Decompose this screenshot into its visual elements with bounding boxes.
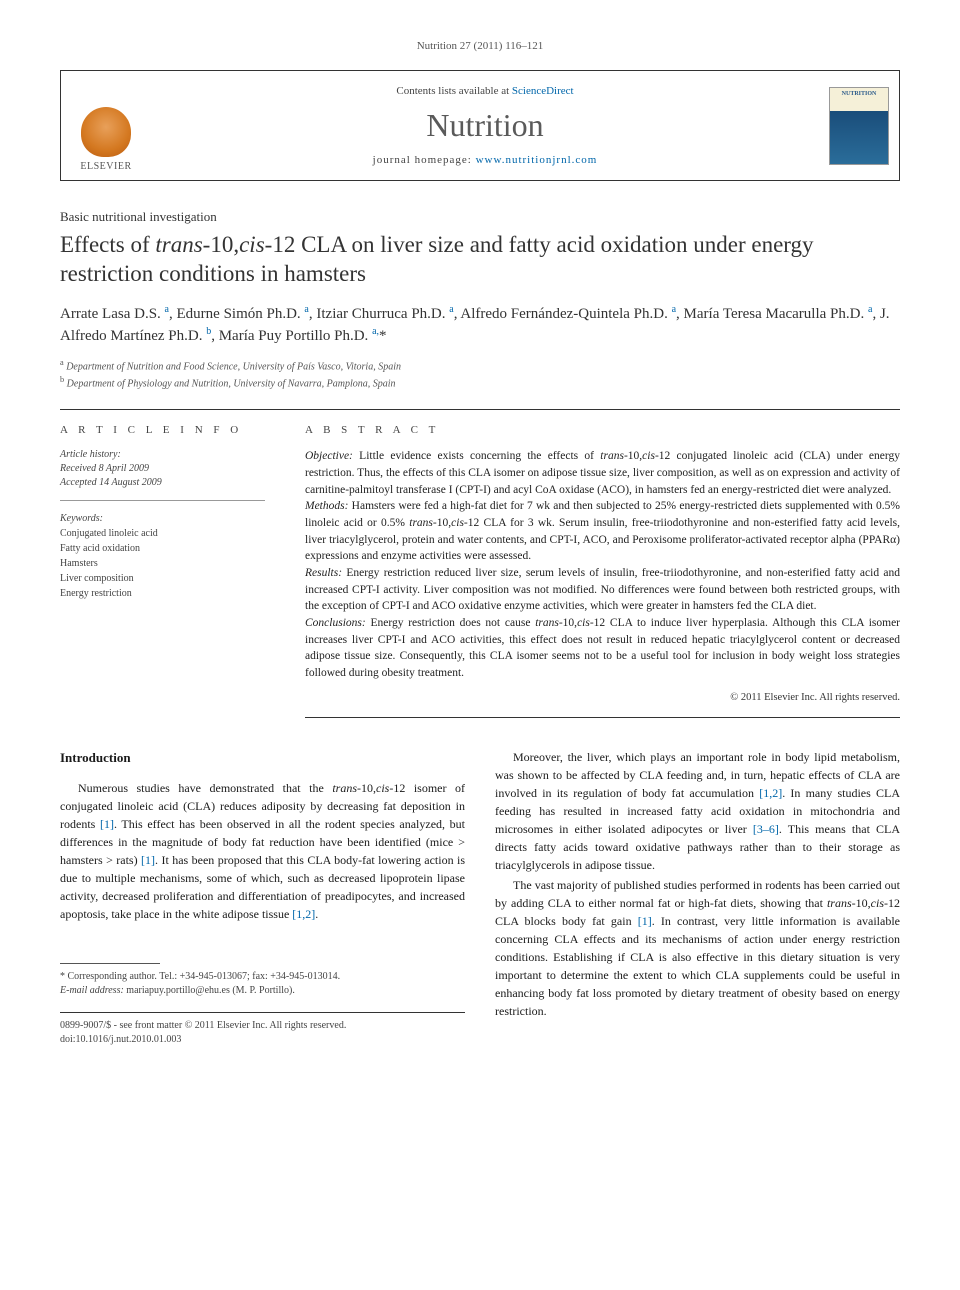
meta-row: A R T I C L E I N F O Article history: R… xyxy=(60,409,900,718)
affil-text-b: Department of Physiology and Nutrition, … xyxy=(67,378,396,389)
footnote-email-label: E-mail address: xyxy=(60,985,124,996)
objective-label: Objective: xyxy=(305,450,353,462)
article-history: Article history: Received 8 April 2009 A… xyxy=(60,448,265,501)
keyword-2: Hamsters xyxy=(60,556,265,571)
methods-text: Hamsters were fed a high-fat diet for 7 … xyxy=(305,500,900,562)
history-received: Received 8 April 2009 xyxy=(60,462,265,476)
footer-line2: doi:10.1016/j.nut.2010.01.003 xyxy=(60,1033,465,1047)
affiliation-a: a Department of Nutrition and Food Scien… xyxy=(60,357,900,374)
contents-available: Contents lists available at ScienceDirec… xyxy=(396,85,573,97)
homepage-prefix: journal homepage: xyxy=(373,154,476,166)
column-right: Moreover, the liver, which plays an impo… xyxy=(495,748,900,1048)
cover-image xyxy=(829,87,889,165)
affiliation-b: b Department of Physiology and Nutrition… xyxy=(60,374,900,391)
title-mid1: -10, xyxy=(203,232,239,257)
title-ital2: cis xyxy=(239,232,265,257)
journal-cover-thumb xyxy=(819,71,899,180)
footnote-separator xyxy=(60,963,160,964)
intro-p1: Numerous studies have demonstrated that … xyxy=(60,779,465,923)
journal-homepage: journal homepage: www.nutritionjrnl.com xyxy=(373,154,598,166)
title-ital1: trans xyxy=(155,232,202,257)
abstract-body: Objective: Little evidence exists concer… xyxy=(305,448,900,718)
journal-name: Nutrition xyxy=(426,107,543,144)
authors-list: Arrate Lasa D.S. a, Edurne Simón Ph.D. a… xyxy=(60,303,900,347)
col2-p1: Moreover, the liver, which plays an impo… xyxy=(495,748,900,874)
keyword-0: Conjugated linoleic acid xyxy=(60,526,265,541)
conclusions-text: Energy restriction does not cause trans-… xyxy=(305,617,900,679)
sciencedirect-link[interactable]: ScienceDirect xyxy=(512,85,574,97)
journal-header-box: ELSEVIER Contents lists available at Sci… xyxy=(60,70,900,181)
affil-sup-b: b xyxy=(60,375,64,384)
methods-label: Methods: xyxy=(305,500,348,512)
affil-sup-a: a xyxy=(60,358,64,367)
article-title: Effects of trans-10,cis-12 CLA on liver … xyxy=(60,231,900,289)
footer-line1: 0899-9007/$ - see front matter © 2011 El… xyxy=(60,1019,465,1033)
article-info-heading: A R T I C L E I N F O xyxy=(60,424,265,436)
abstract-column: A B S T R A C T Objective: Little eviden… xyxy=(305,424,900,718)
keyword-1: Fatty acid oxidation xyxy=(60,541,265,556)
corresponding-footnote: * Corresponding author. Tel.: +34-945-01… xyxy=(60,970,465,998)
homepage-link[interactable]: www.nutritionjrnl.com xyxy=(476,154,598,166)
column-left: Introduction Numerous studies have demon… xyxy=(60,748,465,1048)
introduction-heading: Introduction xyxy=(60,748,465,768)
publisher-name: ELSEVIER xyxy=(80,161,131,172)
affil-text-a: Department of Nutrition and Food Science… xyxy=(66,361,401,372)
results-label: Results: xyxy=(305,567,342,579)
affiliations: a Department of Nutrition and Food Scien… xyxy=(60,357,900,392)
footnote-email[interactable]: mariapuy.portillo@ehu.es (M. P. Portillo… xyxy=(124,985,295,996)
results-text: Energy restriction reduced liver size, s… xyxy=(305,567,900,612)
abstract-copyright: © 2011 Elsevier Inc. All rights reserved… xyxy=(305,690,900,705)
history-accepted: Accepted 14 August 2009 xyxy=(60,476,265,490)
keyword-3: Liver composition xyxy=(60,571,265,586)
conclusions-label: Conclusions: xyxy=(305,617,366,629)
keyword-4: Energy restriction xyxy=(60,586,265,601)
elsevier-logo: ELSEVIER xyxy=(61,71,151,180)
col2-p2: The vast majority of published studies p… xyxy=(495,876,900,1020)
article-type: Basic nutritional investigation xyxy=(60,209,900,225)
body-columns: Introduction Numerous studies have demon… xyxy=(60,748,900,1048)
elsevier-tree-icon xyxy=(81,107,131,157)
footnote-corr: * Corresponding author. Tel.: +34-945-01… xyxy=(60,970,465,984)
header-center: Contents lists available at ScienceDirec… xyxy=(151,71,819,180)
footer-block: 0899-9007/$ - see front matter © 2011 El… xyxy=(60,1012,465,1047)
objective-text: Little evidence exists concerning the ef… xyxy=(305,450,900,495)
history-label: Article history: xyxy=(60,448,265,462)
keywords-label: Keywords: xyxy=(60,511,265,526)
abstract-heading: A B S T R A C T xyxy=(305,424,900,436)
contents-prefix: Contents lists available at xyxy=(396,85,511,97)
title-pre: Effects of xyxy=(60,232,155,257)
keywords-block: Keywords: Conjugated linoleic acid Fatty… xyxy=(60,511,265,601)
header-citation: Nutrition 27 (2011) 116–121 xyxy=(60,40,900,52)
article-info-column: A R T I C L E I N F O Article history: R… xyxy=(60,424,265,718)
